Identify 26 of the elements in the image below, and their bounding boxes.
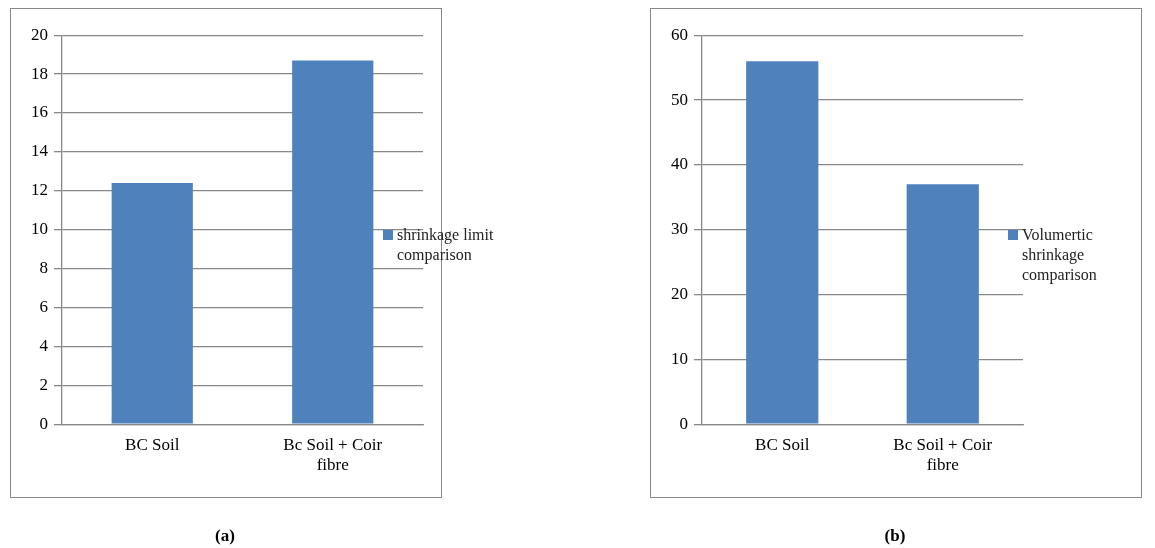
y-tick-label: 6 [39, 296, 48, 316]
y-tick-label: 0 [39, 413, 48, 433]
y-tick-label: 20 [31, 24, 48, 44]
text: (b) [883, 526, 907, 546]
y-tick-label: 60 [671, 24, 688, 44]
x-tick-label: BC Soil [755, 434, 810, 454]
y-tick-label: 10 [31, 219, 48, 239]
y-tick-label: 20 [671, 284, 688, 303]
y-tick-label: 16 [31, 102, 48, 122]
x-tick-label: Bc Soil + Coir fibre [893, 434, 993, 475]
x-tick-label: Bc Soil + Coir fibre [283, 434, 383, 475]
y-tick-label: 8 [39, 258, 48, 278]
legend-label: shrinkage limit comparison [397, 225, 495, 265]
y-tick-label: 50 [671, 89, 688, 109]
y-tick-label: 2 [39, 374, 48, 394]
y-tick-label: 12 [31, 180, 48, 200]
x-tick-label: BC Soil [125, 434, 180, 454]
y-tick-label: 18 [31, 63, 48, 83]
text: (a) [214, 526, 236, 546]
y-tick-label: 30 [671, 219, 688, 239]
y-tick-label: 40 [671, 154, 688, 174]
y-tick-label: 10 [671, 348, 688, 368]
y-tick-label: 4 [39, 335, 49, 355]
legend-label: Volumertic shrinkage comparison [1022, 225, 1098, 285]
y-tick-label: 0 [679, 413, 688, 433]
y-tick-label: 14 [31, 141, 49, 161]
